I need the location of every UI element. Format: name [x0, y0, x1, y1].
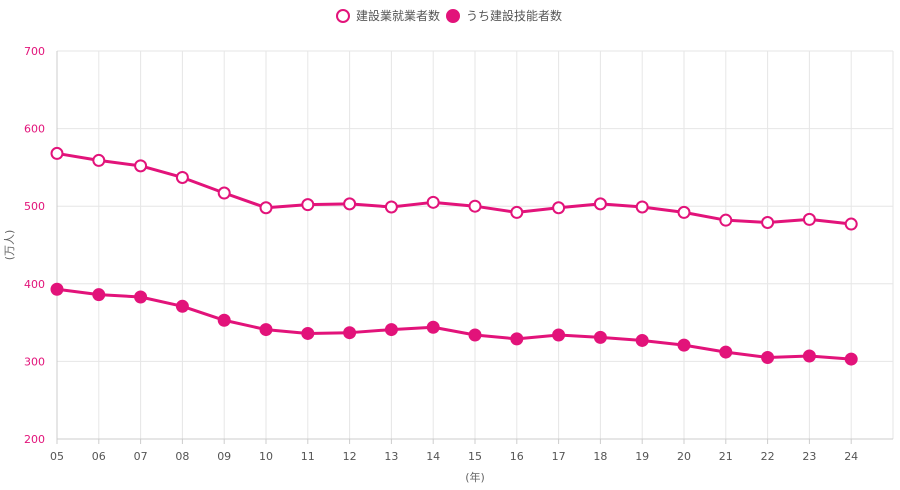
axes: 200 300 400 500 600 700 05 06 07 08 09 10 11 12 13 14 15…: [24, 45, 893, 463]
x-tick-label: 16: [510, 450, 524, 463]
data-point: [635, 333, 649, 347]
legend-item[interactable]: 建設業就業者数: [336, 8, 440, 23]
legend-label: 建設業就業者数: [356, 8, 440, 23]
data-point: [301, 326, 315, 340]
data-point: [175, 170, 189, 184]
grid-lines: [57, 50, 894, 439]
data-point: [343, 197, 357, 211]
data-point: [384, 200, 398, 214]
data-point: [134, 290, 148, 304]
data-point: [510, 332, 524, 346]
x-tick-label: 21: [719, 450, 733, 463]
data-point: [677, 205, 691, 219]
x-tick-label: 09: [217, 450, 231, 463]
x-tick-label: 19: [635, 450, 649, 463]
data-point: [217, 313, 231, 327]
x-tick-label: 23: [802, 450, 816, 463]
data-point: [92, 153, 106, 167]
y-tick-label: 400: [24, 278, 45, 291]
data-point: [844, 217, 858, 231]
data-point: [384, 323, 398, 337]
x-tick-label: 22: [761, 450, 775, 463]
x-tick-label: 06: [92, 450, 106, 463]
data-point: [175, 299, 189, 313]
x-axis-label: (年): [465, 470, 485, 484]
series-1: [50, 146, 858, 231]
x-tick-label: 13: [384, 450, 398, 463]
x-tick-label: 14: [426, 450, 440, 463]
x-tick-label: 18: [593, 450, 607, 463]
data-point: [134, 159, 148, 173]
legend-label: うち建設技能者数: [466, 8, 562, 23]
data-point: [635, 200, 649, 214]
data-point: [426, 195, 440, 209]
data-point: [593, 197, 607, 211]
x-tick-label: 24: [844, 450, 858, 463]
y-tick-label: 300: [24, 355, 45, 368]
data-point: [802, 349, 816, 363]
data-point: [217, 186, 231, 200]
series-2: [50, 282, 858, 366]
series-line: [56, 151, 852, 226]
hollow-circle-icon: [336, 9, 350, 23]
x-tick-label: 11: [301, 450, 315, 463]
x-tick-label: 07: [134, 450, 148, 463]
data-point: [468, 328, 482, 342]
y-axis-label: (万人): [3, 230, 16, 261]
series-layer: [50, 146, 858, 366]
legend[interactable]: 建設業就業者数 うち建設技能者数: [336, 8, 562, 23]
data-point: [92, 288, 106, 302]
data-point: [552, 201, 566, 215]
data-point: [50, 282, 64, 296]
data-point: [259, 201, 273, 215]
data-point: [719, 345, 733, 359]
x-tick-label: 10: [259, 450, 273, 463]
data-point: [802, 212, 816, 226]
data-point: [343, 326, 357, 340]
data-point: [259, 323, 273, 337]
legend-item[interactable]: うち建設技能者数: [446, 8, 562, 23]
x-tick-label: 15: [468, 450, 482, 463]
x-tick-label: 08: [175, 450, 189, 463]
data-point: [593, 330, 607, 344]
x-tick-label: 12: [343, 450, 357, 463]
data-point: [844, 352, 858, 366]
data-point: [510, 205, 524, 219]
filled-circle-icon: [446, 9, 460, 23]
data-point: [761, 215, 775, 229]
data-point: [301, 198, 315, 212]
data-point: [719, 213, 733, 227]
data-point: [677, 338, 691, 352]
data-point: [552, 328, 566, 342]
y-tick-label: 600: [24, 123, 45, 136]
data-point: [761, 351, 775, 365]
y-tick-label: 200: [24, 433, 45, 446]
data-point: [50, 146, 64, 160]
data-point: [468, 199, 482, 213]
series-line: [56, 287, 852, 361]
y-tick-label: 700: [24, 45, 45, 58]
x-tick-label: 05: [50, 450, 64, 463]
y-tick-label: 500: [24, 200, 45, 213]
x-tick-label: 17: [552, 450, 566, 463]
x-tick-label: 20: [677, 450, 691, 463]
data-point: [426, 320, 440, 334]
